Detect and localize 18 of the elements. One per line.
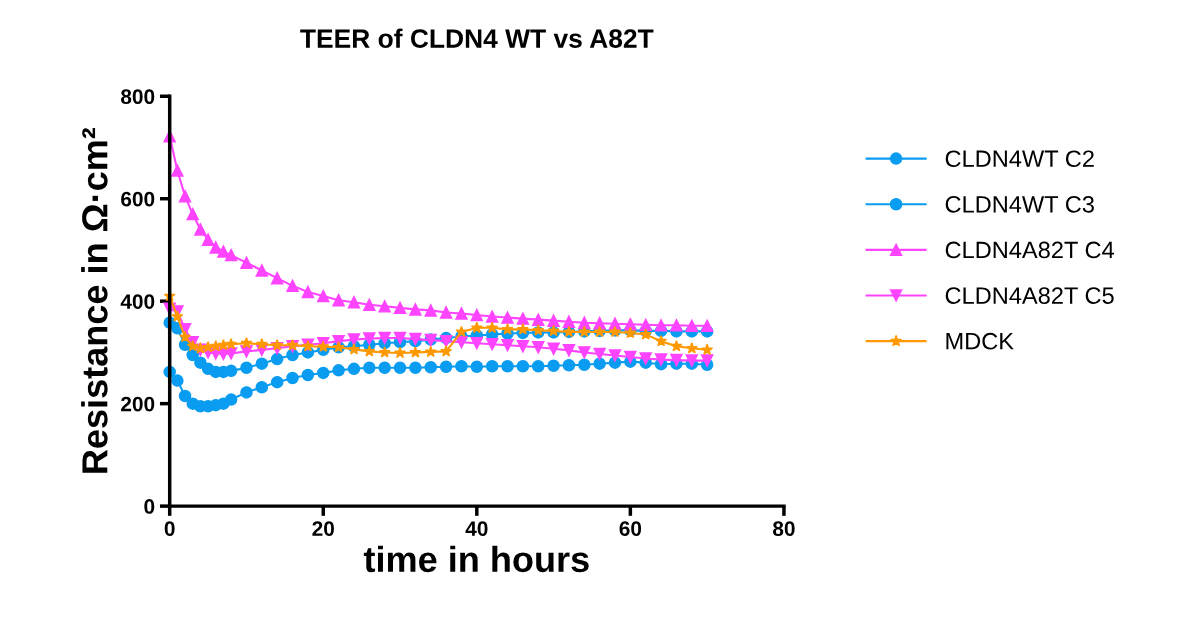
legend-label: CLDN4A82T C4 — [945, 241, 1114, 259]
x-tick-label: 40 — [465, 521, 488, 536]
x-tick-label: 80 — [773, 521, 795, 536]
y-tick-label: 0 — [144, 499, 155, 514]
x-tick-label: 60 — [619, 521, 642, 536]
legend-label: CLDN4WT C2 — [945, 150, 1094, 168]
y-tick-label: 800 — [121, 89, 155, 105]
legend-label: MDCK — [946, 332, 1014, 350]
legend-label: CLDN4A82T C5 — [945, 287, 1114, 304]
y-tick-label: 200 — [121, 396, 155, 412]
chart-title: TEER of CLDN4 WT vs A82T — [300, 28, 654, 48]
x-axis-title: time in hours — [363, 545, 589, 573]
y-tick-label: 600 — [121, 191, 155, 207]
legend-label: CLDN4WT C3 — [945, 196, 1094, 213]
y-axis-title: Resistance in Ω·cm² — [81, 127, 108, 473]
x-tick-label: 0 — [164, 521, 175, 536]
x-tick-label: 20 — [312, 521, 334, 536]
y-tick-label: 400 — [120, 294, 155, 309]
